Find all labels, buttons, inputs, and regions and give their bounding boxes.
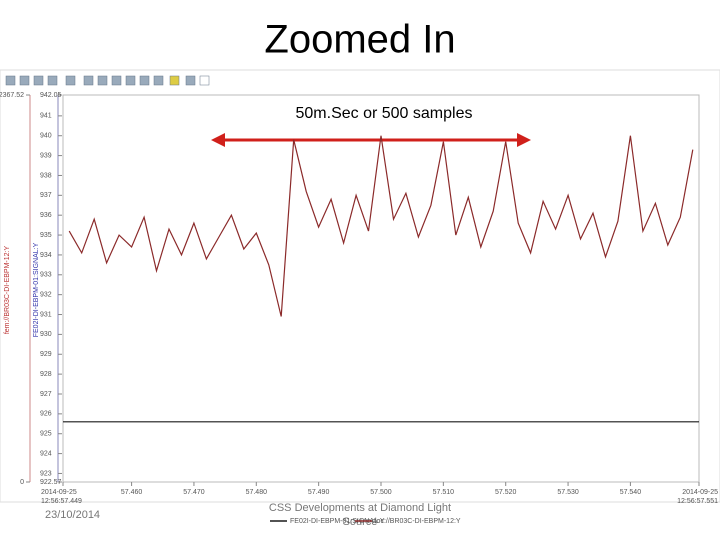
- y2-axis-title: fem://BR03C-DI-EBPM-12:Y: [4, 246, 11, 335]
- footer-text: CSS Developments at Diamond Light: [269, 502, 451, 514]
- y-tick-label: 936: [40, 212, 52, 219]
- screenshot-frame: [0, 69, 720, 503]
- legend-label: FE02I-DI-EBPM-01:SIGNAL:Y: [290, 518, 385, 525]
- y-tick-label: 922.57: [40, 479, 62, 486]
- x-tick-label: 57.480: [246, 489, 268, 496]
- y-axis-title: FE02I-DI-EBPM-01:SIGNAL:Y: [33, 242, 40, 337]
- slide-title: Zoomed In: [264, 18, 455, 62]
- y-tick-label: 925: [40, 431, 52, 438]
- y-tick-label: 937: [40, 192, 52, 199]
- y2-tick-label: 0: [20, 479, 24, 486]
- y-tick-label: 931: [40, 311, 52, 318]
- x-tick-label: 57.490: [308, 489, 330, 496]
- y-tick-label: 928: [40, 371, 52, 378]
- y-tick-label: 935: [40, 232, 52, 239]
- x-tick-label: 57.470: [183, 489, 205, 496]
- toolbar: [5, 75, 210, 86]
- x-tick-label: 57.540: [620, 489, 642, 496]
- x-tick-label: 57.500: [370, 489, 392, 496]
- x-tick-label: 57.530: [557, 489, 579, 496]
- y-tick-label: 938: [40, 172, 52, 179]
- y-tick-label: 940: [40, 133, 52, 140]
- y-tick-label: 932: [40, 292, 52, 299]
- y-tick-label: 924: [40, 450, 52, 457]
- annotation-arrow: [211, 133, 531, 147]
- y-tick-label: 934: [40, 252, 52, 259]
- x-tick-label: 57.510: [433, 489, 455, 496]
- x-tick-label: 57.460: [121, 489, 143, 496]
- x-tick-label: 2014-09-25 12:56:57.551: [677, 489, 718, 505]
- y-tick-label: 942.05: [40, 92, 62, 99]
- y-tick-label: 939: [40, 152, 52, 159]
- annotation: 50m.Sec or 500 samples: [296, 105, 473, 122]
- y2-tick-label: 2367.52: [0, 92, 24, 99]
- y-tick-label: 923: [40, 470, 52, 477]
- legend-label: loc://BR03C-DI-EBPM-12:Y: [375, 518, 461, 525]
- x-tick-label: 2014-09-25 12:56:57.449: [41, 489, 82, 505]
- footer-text: Source: [343, 516, 378, 528]
- y-tick-label: 930: [40, 331, 52, 338]
- x-tick-label: 57.520: [495, 489, 517, 496]
- y-tick-label: 929: [40, 351, 52, 358]
- series-line: [68, 135, 694, 317]
- footer-date: 23/10/2014: [45, 509, 100, 521]
- y-tick-label: 941: [40, 113, 52, 120]
- y-tick-label: 926: [40, 411, 52, 418]
- y-tick-label: 933: [40, 272, 52, 279]
- y-tick-label: 927: [40, 391, 52, 398]
